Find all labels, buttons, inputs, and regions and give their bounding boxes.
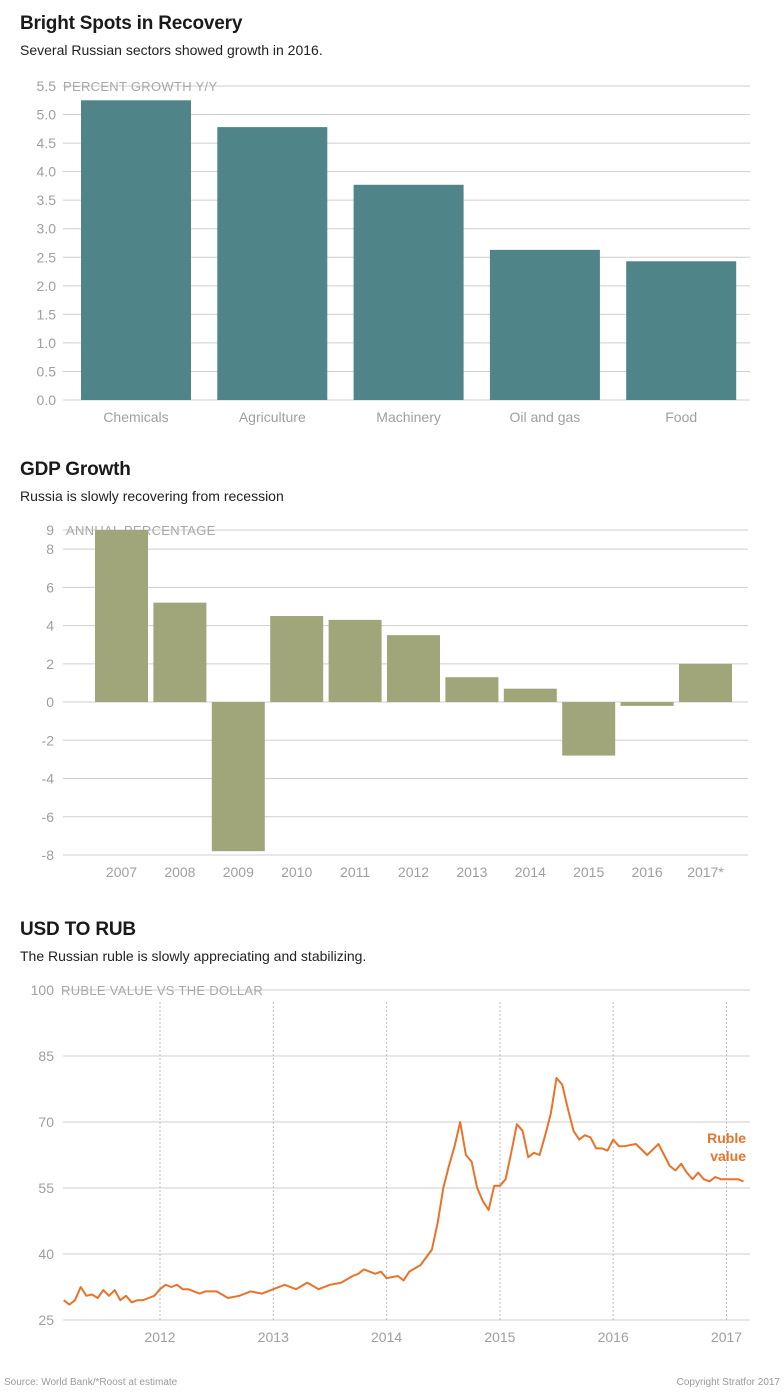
y-tick-label: 0.0 [37, 392, 57, 408]
bar [95, 530, 148, 703]
chart3-subtitle: The Russian ruble is slowly appreciating… [20, 948, 367, 964]
copyright-note: Copyright Stratfor 2017 [676, 1377, 780, 1388]
y-axis-title: RUBLE VALUE VS THE DOLLAR [61, 983, 263, 998]
y-tick-label: 8 [46, 541, 54, 557]
y-tick-label: 2.5 [37, 249, 57, 265]
bar [562, 702, 616, 756]
y-tick-label: 40 [38, 1246, 54, 1262]
y-tick-label: 1.5 [37, 306, 57, 322]
bar [328, 619, 382, 703]
chart2-subtitle: Russia is slowly recovering from recessi… [20, 488, 284, 504]
x-tick-label: Oil and gas [509, 409, 580, 425]
bar [270, 616, 324, 703]
x-tick-label: 2014 [515, 864, 546, 880]
x-tick-label: 2014 [371, 1329, 402, 1345]
chart1-subtitle: Several Russian sectors showed growth in… [20, 42, 323, 58]
x-tick-label: 2015 [484, 1329, 515, 1345]
y-axis-title: PERCENT GROWTH Y/Y [63, 79, 217, 94]
y-tick-label: 9 [46, 522, 54, 538]
chart3-title: USD TO RUB [20, 919, 136, 940]
bar [626, 261, 737, 400]
y-tick-label: 55 [38, 1180, 54, 1196]
y-tick-label: 25 [38, 1312, 54, 1328]
y-tick-label: -8 [42, 847, 55, 863]
y-tick-label: 6 [46, 579, 54, 595]
bar [679, 663, 732, 703]
y-tick-label: 0.5 [37, 363, 57, 379]
bar [217, 127, 328, 400]
x-tick-label: 2013 [258, 1329, 289, 1345]
bright-spots-chart: 0.0 0.5 1.0 1.5 2.0 2.5 3.0 3.5 4.0 4.5 5.0 5.5 PERC… [37, 78, 750, 425]
bar [503, 688, 557, 703]
y-tick-label: 85 [38, 1048, 54, 1064]
y-tick-label: 5.0 [37, 107, 57, 123]
x-tick-label: 2012 [398, 864, 429, 880]
ruble-line [63, 1077, 744, 1306]
x-tick-label: Food [665, 409, 697, 425]
y-tick-label: 4.5 [37, 135, 57, 151]
x-tick-label: Machinery [376, 409, 441, 425]
chart1-title: Bright Spots in Recovery [20, 13, 243, 34]
y-tick-label: 5.5 [37, 78, 57, 94]
usd-to-rub-chart: 25 40 55 70 85 100 RUBLE VALUE VS THE DOLLAR 20… [31, 982, 750, 1345]
bar [81, 100, 191, 400]
y-tick-label: 2 [46, 656, 54, 672]
bar [353, 184, 464, 400]
y-tick-label: 4.0 [37, 164, 57, 180]
x-tick-label: 2017 [711, 1329, 742, 1345]
y-tick-label: 3.5 [37, 192, 57, 208]
y-tick-label: -6 [42, 809, 55, 825]
x-tick-label: 2013 [456, 864, 487, 880]
y-tick-label: 1.0 [37, 335, 57, 351]
x-tick-label: 2016 [598, 1329, 629, 1345]
y-tick-label: -4 [42, 771, 55, 787]
bar [620, 702, 674, 706]
y-tick-label: 0 [46, 694, 54, 710]
bar [445, 677, 499, 703]
x-tick-label: 2009 [223, 864, 254, 880]
bar [153, 602, 207, 703]
bar [211, 702, 265, 852]
bar [387, 635, 440, 703]
y-tick-label: 4 [46, 618, 54, 634]
x-tick-label: 2011 [340, 864, 370, 880]
x-tick-label: 2012 [144, 1329, 175, 1345]
x-tick-label: 2015 [573, 864, 604, 880]
y-tick-label: 3.0 [37, 221, 57, 237]
x-tick-label: 2010 [281, 864, 312, 880]
y-tick-label: -2 [42, 732, 55, 748]
chart2-title: GDP Growth [20, 459, 131, 480]
series-label: Ruble [707, 1130, 746, 1146]
y-tick-label: 100 [31, 982, 55, 998]
x-tick-label: 2008 [164, 864, 195, 880]
y-tick-label: 70 [38, 1114, 54, 1130]
x-tick-label: Chemicals [103, 409, 168, 425]
y-tick-label: 2.0 [37, 278, 57, 294]
x-tick-label: 2007 [106, 864, 137, 880]
x-tick-label: 2017* [687, 864, 724, 880]
source-note: Source: World Bank/*Roost at estimate [4, 1377, 178, 1388]
x-tick-label: 2016 [632, 864, 663, 880]
series-label: value [710, 1148, 746, 1164]
x-tick-label: Agriculture [239, 409, 306, 425]
bar [489, 249, 600, 400]
